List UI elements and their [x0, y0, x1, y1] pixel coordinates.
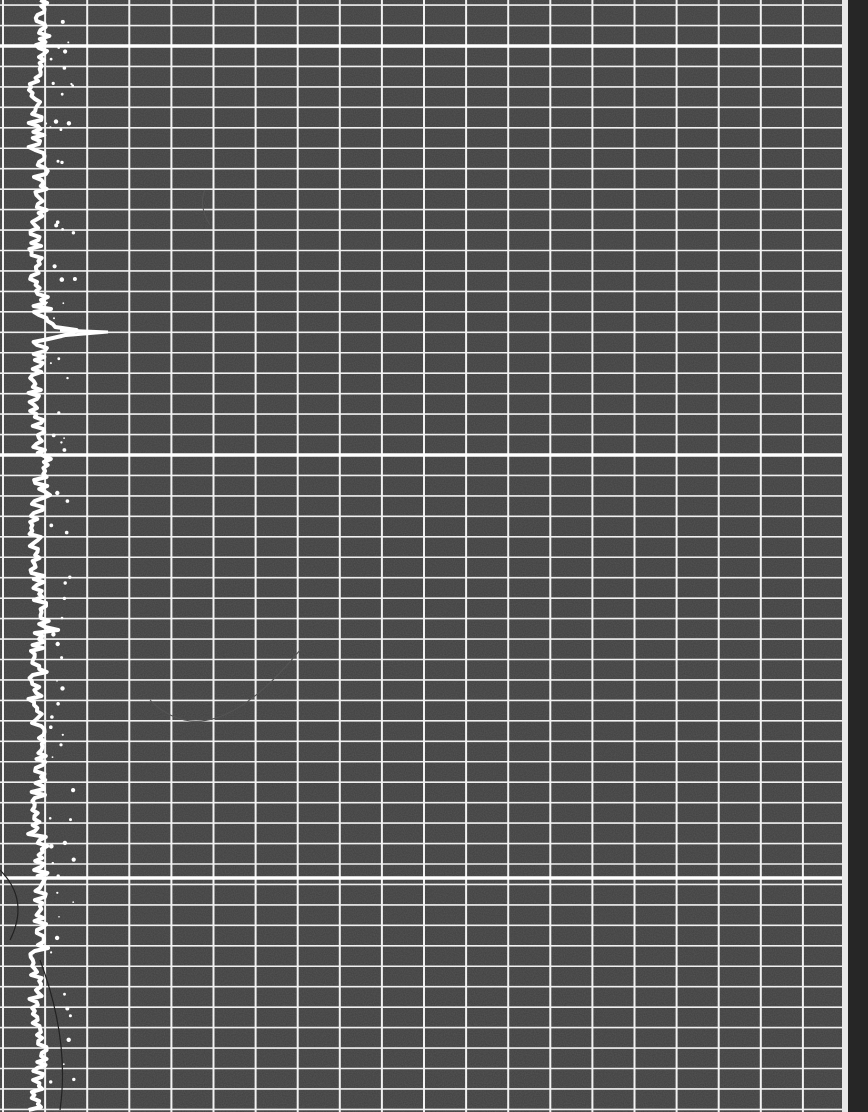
- trace-speck: [44, 945, 47, 947]
- grid: [0, 0, 842, 1112]
- trace-speck: [56, 680, 58, 682]
- trace-speck: [58, 916, 60, 918]
- trace-speck: [59, 743, 63, 747]
- trace-spike: [59, 328, 109, 338]
- trace-speck: [70, 329, 74, 333]
- trace-speck: [54, 935, 60, 941]
- trace-line: [26, 0, 79, 1112]
- trace-speck: [70, 82, 73, 86]
- trace-speck: [71, 84, 74, 87]
- trace-speck: [45, 122, 48, 125]
- trace-speck: [60, 616, 64, 620]
- trace-speck: [55, 220, 60, 224]
- trace-speck: [72, 901, 75, 903]
- trace-speck: [72, 1077, 76, 1082]
- trace-speck: [57, 46, 60, 49]
- trace-speck: [46, 301, 48, 304]
- trace-speck: [65, 499, 70, 503]
- trace-speck: [45, 872, 49, 877]
- trace-speck: [44, 134, 47, 137]
- trace-speck: [56, 874, 60, 878]
- trace-speck: [61, 733, 64, 736]
- paper-edge: [842, 0, 848, 1112]
- trace-speck: [67, 41, 70, 44]
- background-strip: [848, 0, 868, 1112]
- trace-speck: [60, 160, 64, 165]
- trace-speck: [50, 715, 54, 719]
- trace-speck: [63, 581, 67, 585]
- trace-speck: [49, 126, 52, 129]
- trace-speck: [68, 575, 72, 579]
- trace-speck: [71, 788, 76, 793]
- trace-speck: [54, 223, 59, 228]
- trace-speck: [49, 523, 54, 528]
- trace-speck: [61, 228, 64, 231]
- trace-speck: [59, 277, 65, 282]
- trace-speck: [48, 817, 52, 820]
- trace-speck: [59, 128, 63, 132]
- trace-speck: [72, 277, 77, 281]
- trace-speck: [49, 1080, 53, 1084]
- pencil-marks: [149, 189, 301, 722]
- trace-speck: [43, 669, 47, 674]
- trace-speck: [71, 231, 76, 235]
- trace-speck: [51, 861, 54, 865]
- trace-speck: [57, 357, 61, 361]
- trace-speck: [66, 1037, 71, 1043]
- trace-speck: [53, 317, 55, 320]
- trace-speck: [49, 362, 52, 365]
- trace-speck: [51, 81, 55, 85]
- trace-speck: [51, 433, 56, 438]
- trace-speck: [60, 19, 65, 24]
- trace-speck: [51, 632, 56, 637]
- trace-speck: [62, 840, 68, 846]
- trace-speck: [60, 656, 64, 660]
- trace-speck: [50, 951, 53, 954]
- trace-speck: [66, 376, 69, 380]
- trace-speck: [60, 686, 65, 691]
- trace-speck: [56, 891, 59, 894]
- trace-speck: [62, 448, 67, 452]
- trace-speck: [55, 490, 60, 496]
- trace-speck: [51, 756, 54, 758]
- trace-speck: [52, 264, 57, 269]
- trace-speck: [63, 992, 66, 996]
- trace-speck: [60, 441, 63, 444]
- trace-speck: [66, 121, 72, 126]
- trace-speck: [62, 302, 65, 305]
- trace-speck: [63, 49, 68, 54]
- scratch-marks: [0, 869, 64, 1111]
- trace-speck: [69, 818, 72, 822]
- trace-speck: [44, 0, 47, 2]
- trace-speck: [57, 411, 61, 415]
- trace-speck: [62, 66, 67, 70]
- trace-speck: [68, 1014, 72, 1018]
- trace-speck: [55, 641, 60, 647]
- trace-speck: [64, 530, 69, 535]
- trace-speck: [65, 1006, 70, 1011]
- trace-speck: [63, 437, 65, 439]
- trace-speck: [49, 844, 54, 849]
- trace-speck: [60, 92, 64, 96]
- trace-speck: [49, 57, 53, 61]
- trace-speck: [56, 702, 60, 706]
- trace-speck: [71, 857, 76, 862]
- trace-speck: [49, 725, 53, 729]
- trace-speck: [62, 1063, 65, 1066]
- trace-speck: [56, 159, 60, 163]
- trace: [26, 0, 109, 1112]
- trace-speck: [53, 119, 59, 124]
- trace-speck: [62, 596, 67, 601]
